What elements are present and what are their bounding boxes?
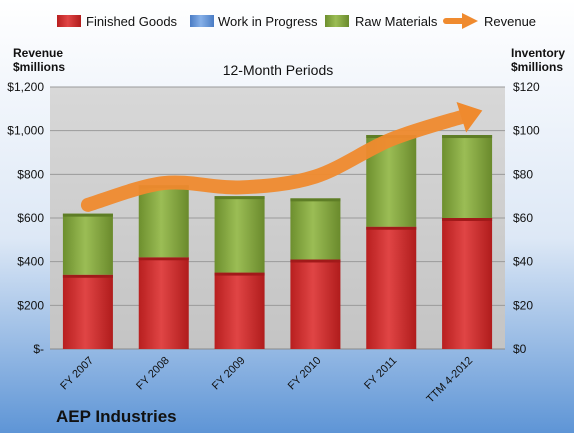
right-axis-ticks: $0 $20 $40 $60 $80 $100 $120 — [513, 80, 540, 356]
left-axis-title-line1: Revenue — [13, 46, 63, 60]
left-axis-title-line2: $millions — [13, 60, 65, 74]
left-tick-label: $400 — [17, 255, 44, 269]
bar-finished-goods — [290, 259, 341, 349]
right-tick-label: $40 — [513, 255, 533, 269]
bars — [62, 135, 493, 349]
legend: Finished Goods Work in Progress Raw Mate… — [57, 13, 536, 29]
right-tick-label: $120 — [513, 80, 540, 94]
right-tick-label: $80 — [513, 167, 533, 181]
revenue-arrowhead — [456, 101, 483, 133]
chart-subtitle: 12-Month Periods — [223, 62, 334, 78]
legend-label-finished-goods: Finished Goods — [86, 14, 178, 29]
bar-finished-goods — [138, 257, 189, 349]
bar-top-finished-goods — [290, 259, 341, 263]
left-tick-label: $1,000 — [7, 124, 44, 138]
bar-raw-materials — [290, 198, 341, 260]
bar-top-raw-materials — [442, 135, 493, 139]
left-tick-label: $800 — [17, 167, 44, 181]
right-tick-label: $100 — [513, 124, 540, 138]
legend-label-raw-materials: Raw Materials — [355, 14, 438, 29]
right-axis-title-line1: Inventory — [511, 46, 565, 60]
bar-raw-materials — [62, 213, 113, 275]
bar-raw-materials — [138, 185, 189, 258]
left-tick-label: $- — [33, 342, 44, 356]
bar-top-raw-materials — [62, 213, 113, 217]
bar-finished-goods — [442, 218, 493, 349]
right-tick-label: $20 — [513, 298, 533, 312]
legend-label-work-in-progress: Work in Progress — [218, 14, 318, 29]
bar-raw-materials — [442, 135, 493, 218]
bar-top-raw-materials — [290, 198, 341, 202]
right-tick-label: $60 — [513, 211, 533, 225]
bar-raw-materials — [214, 196, 265, 273]
legend-swatch-finished-goods — [57, 15, 81, 27]
bar-top-raw-materials — [214, 196, 265, 200]
left-axis-ticks: $- $200 $400 $600 $800 $1,000 $1,200 — [7, 80, 44, 356]
legend-swatch-raw-materials — [325, 15, 349, 27]
legend-swatch-revenue — [443, 13, 478, 29]
bar-top-finished-goods — [214, 272, 265, 276]
bar-top-finished-goods — [138, 257, 189, 261]
bar-top-finished-goods — [366, 226, 417, 230]
revenue-series — [80, 101, 483, 212]
left-tick-label: $1,200 — [7, 80, 44, 94]
legend-swatch-work-in-progress — [190, 15, 214, 27]
right-tick-label: $0 — [513, 342, 527, 356]
left-tick-label: $200 — [17, 298, 44, 312]
right-axis-title-line2: $millions — [511, 60, 563, 74]
bar-finished-goods — [62, 274, 113, 349]
revenue-line — [80, 108, 475, 212]
bar-top-finished-goods — [442, 218, 493, 221]
left-tick-label: $600 — [17, 211, 44, 225]
bar-top-finished-goods — [62, 274, 113, 278]
company-name: AEP Industries — [56, 407, 177, 426]
bar-finished-goods — [214, 272, 265, 349]
bar-finished-goods — [366, 226, 417, 349]
legend-label-revenue: Revenue — [484, 14, 536, 29]
